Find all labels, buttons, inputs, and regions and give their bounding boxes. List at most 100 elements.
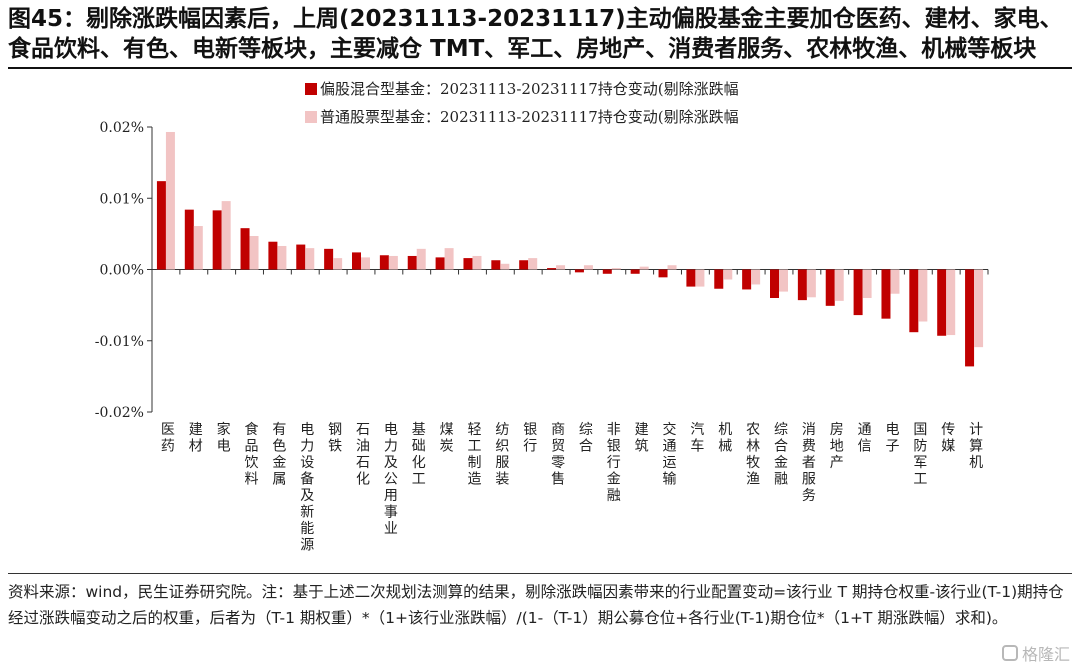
x-tick-label: 电力及公用事业: [384, 422, 398, 537]
x-tick-label: 电子: [885, 422, 899, 455]
bar-series1: [240, 228, 250, 270]
x-tick-label: 家电: [217, 421, 231, 455]
bar-series2: [333, 258, 343, 270]
bar-series1: [547, 268, 557, 270]
x-tick-label: 综合金融: [774, 422, 788, 488]
bar-series1: [965, 269, 975, 367]
bar-chart: 偏股混合型基金：20231113-20231117持仓变动(剔除涨跌幅普通股票型…: [95, 80, 989, 554]
bar-series2: [249, 236, 259, 270]
bar-series1: [212, 210, 222, 270]
bar-series1: [296, 244, 306, 270]
bar-series1: [407, 255, 417, 270]
y-tick-label: 0.02%: [100, 120, 144, 136]
x-tick-label: 有色金属: [272, 422, 286, 488]
legend-label-series2: 普通股票型基金：20231113-20231117持仓变动(剔除涨跌幅: [320, 108, 739, 126]
legend: 偏股混合型基金：20231113-20231117持仓变动(剔除涨跌幅普通股票型…: [305, 80, 739, 126]
bar-series2: [500, 263, 510, 270]
y-tick-label: 0.00%: [100, 263, 144, 279]
x-tick-label: 通信: [858, 422, 872, 455]
watermark-logo-icon: [1001, 645, 1018, 661]
legend-swatch-series2: [305, 111, 317, 123]
bar-series1: [881, 269, 891, 319]
bar-series1: [909, 269, 919, 333]
x-tick-label: 传媒: [941, 422, 955, 455]
x-tick-label: 农林牧渔: [746, 422, 760, 488]
bar-series2: [918, 269, 928, 322]
bar-series2: [305, 248, 315, 270]
bar-series1: [324, 248, 334, 270]
bar-series1: [714, 269, 724, 289]
bar-series1: [770, 269, 779, 298]
title-divider: [8, 67, 1072, 69]
legend-swatch-series1: [305, 83, 317, 95]
bar-series2: [695, 269, 705, 287]
y-tick-label: -0.01%: [95, 334, 144, 350]
footnote-divider: [8, 573, 1072, 574]
x-tick-label: 建材: [189, 422, 203, 455]
x-tick-label: 电力设备及新能源: [300, 422, 314, 554]
x-tick-label: 机械: [718, 422, 732, 455]
bar-series1: [630, 269, 640, 274]
bar-series1: [937, 269, 947, 336]
bar-series2: [221, 201, 231, 270]
bar-series2: [165, 131, 175, 270]
chart-title: 图45：剔除涨跌幅因素后，上周(20231113-20231117)主动偏股基金…: [8, 6, 1063, 62]
x-tick-label: 消费者服务: [802, 422, 816, 504]
bar-series1: [463, 258, 473, 270]
y-tick-label: -0.02%: [95, 405, 144, 421]
bar-series2: [611, 268, 621, 270]
bar-series2: [723, 269, 733, 280]
bar-series2: [779, 269, 788, 292]
bar-series1: [156, 181, 166, 270]
x-tick-label: 汽车: [690, 422, 704, 455]
x-tick-label: 食品饮料: [245, 421, 259, 488]
axes: 0.02% 0.01% 0.00% -0.01% -0.02%: [95, 120, 989, 421]
x-tick-label: 基础化工: [412, 421, 426, 488]
bar-series1: [742, 269, 752, 290]
bar-series2: [834, 269, 844, 301]
x-tick-label: 医药: [161, 422, 175, 455]
bar-series1: [658, 269, 668, 278]
bar-series2: [946, 269, 956, 336]
bars: [156, 131, 984, 367]
x-tick-label: 综合: [579, 422, 593, 455]
bar-series1: [853, 269, 863, 316]
bar-series1: [491, 260, 501, 270]
bar-series1: [797, 269, 807, 301]
x-tick-label: 建筑: [635, 422, 649, 455]
bar-series1: [574, 269, 584, 273]
bar-series2: [862, 269, 872, 298]
bar-series2: [806, 269, 816, 298]
x-tick-labels: 医药建材家电食品饮料有色金属电力设备及新能源钢铁石油石化电力及公用事业基础化工煤…: [161, 421, 983, 554]
x-tick-label: 纺织服装: [495, 422, 509, 488]
x-tick-label: 轻工制造: [467, 422, 481, 488]
y-tick-label: 0.01%: [100, 191, 144, 207]
bar-series2: [277, 245, 287, 270]
bar-series2: [388, 255, 398, 270]
x-tick-label: 计算机: [969, 422, 983, 471]
bar-series2: [193, 226, 203, 270]
source-footnote: 资料来源：wind，民生证券研究院。注：基于上述二次规划法测算的结果，剔除涨跌幅…: [8, 583, 1064, 627]
bar-series1: [519, 260, 529, 270]
bar-series1: [184, 209, 194, 270]
bar-series1: [602, 269, 612, 274]
x-tick-label: 商贸零售: [551, 422, 565, 488]
bar-series1: [435, 257, 445, 270]
bar-series1: [268, 241, 278, 270]
bar-series2: [528, 258, 538, 270]
watermark: 格隆汇: [1001, 641, 1070, 665]
bar-series2: [472, 255, 482, 270]
x-tick-label: 钢铁: [328, 422, 342, 455]
bar-series2: [974, 269, 984, 348]
bar-series2: [639, 266, 649, 270]
bar-series2: [751, 269, 761, 285]
x-tick-label: 银行: [523, 422, 537, 455]
bar-series1: [825, 269, 835, 306]
bar-series2: [556, 265, 566, 270]
bar-series2: [890, 269, 900, 294]
legend-label-series1: 偏股混合型基金：20231113-20231117持仓变动(剔除涨跌幅: [320, 80, 739, 98]
watermark-text: 格隆汇: [1021, 645, 1070, 664]
bar-series2: [361, 257, 370, 270]
bar-series2: [416, 248, 426, 270]
x-tick-label: 国防军工: [913, 422, 927, 488]
